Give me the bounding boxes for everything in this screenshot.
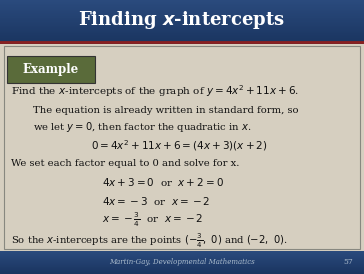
Bar	[0, 10, 364, 11]
Text: Finding $\bfit{x}$-intercepts: Finding $\bfit{x}$-intercepts	[79, 9, 285, 31]
Text: $0 = 4x^2 + 11x + 6 = (4x + 3)(x + 2)$: $0 = 4x^2 + 11x + 6 = (4x + 3)(x + 2)$	[91, 138, 268, 153]
Bar	[0, 31, 364, 32]
Bar	[0, 255, 364, 256]
Bar	[0, 39, 364, 40]
Bar	[0, 36, 364, 37]
Bar	[0, 27, 364, 28]
Bar	[0, 272, 364, 273]
Bar	[0, 29, 364, 30]
Bar	[0, 13, 364, 14]
Text: we let $y = 0$, then factor the quadratic in $x$.: we let $y = 0$, then factor the quadrati…	[33, 120, 252, 134]
Bar	[0, 267, 364, 268]
Bar	[0, 265, 364, 266]
Bar	[0, 4, 364, 5]
Bar	[0, 19, 364, 20]
Bar	[0, 263, 364, 264]
Bar	[0, 24, 364, 25]
Bar	[0, 40, 364, 41]
Text: We set each factor equal to 0 and solve for x.: We set each factor equal to 0 and solve …	[11, 159, 239, 169]
Bar	[0, 28, 364, 29]
Bar	[0, 33, 364, 34]
Bar	[0, 21, 364, 22]
Bar	[0, 1, 364, 2]
Bar	[0, 269, 364, 270]
Bar	[0, 268, 364, 269]
Bar	[0, 37, 364, 38]
Bar	[0, 256, 364, 257]
Bar	[0, 264, 364, 265]
Bar	[0, 26, 364, 27]
Bar	[0, 254, 364, 255]
Bar	[0, 18, 364, 19]
Bar	[0, 260, 364, 261]
Bar	[0, 8, 364, 9]
Bar	[0, 25, 364, 26]
Bar	[0, 266, 364, 267]
Bar	[0, 259, 364, 260]
Bar	[0, 271, 364, 272]
Bar	[0, 30, 364, 31]
Bar	[0, 16, 364, 17]
Text: $4x + 3 = 0$  or  $x + 2 = 0$: $4x + 3 = 0$ or $x + 2 = 0$	[102, 176, 224, 189]
Bar	[0, 11, 364, 12]
Bar	[0, 251, 364, 252]
Bar	[0, 20, 364, 21]
Bar	[0, 7, 364, 8]
Text: 57: 57	[343, 258, 353, 266]
Bar	[0, 32, 364, 33]
Bar	[0, 253, 364, 254]
Bar	[0, 35, 364, 36]
Bar	[0, 0, 364, 1]
Text: Example: Example	[23, 63, 79, 76]
Text: Find the $x$-intercepts of the graph of $y = 4x^2 + 11x + 6$.: Find the $x$-intercepts of the graph of …	[11, 84, 299, 99]
Bar	[0, 6, 364, 7]
Bar	[0, 3, 364, 4]
Bar	[0, 15, 364, 16]
Text: $4x = -3$  or  $x = -2$: $4x = -3$ or $x = -2$	[102, 195, 210, 207]
Bar	[0, 9, 364, 10]
Bar	[0, 14, 364, 15]
Text: The equation is already written in standard form, so: The equation is already written in stand…	[33, 106, 298, 115]
Bar	[0, 12, 364, 13]
Bar	[0, 273, 364, 274]
Bar	[0, 252, 364, 253]
Bar	[0, 5, 364, 6]
Bar	[0, 2, 364, 3]
Bar	[0, 270, 364, 271]
Bar	[0, 34, 364, 35]
Bar	[0, 43, 364, 44]
Bar	[0, 257, 364, 258]
Bar	[0, 17, 364, 18]
Bar	[0, 41, 364, 42]
Bar	[0, 23, 364, 24]
Bar	[0, 261, 364, 262]
Bar	[0, 42, 364, 43]
FancyBboxPatch shape	[7, 56, 95, 83]
Bar	[0, 22, 364, 23]
Text: So the $x$-intercepts are the points $(-\frac{3}{4},\ 0)$ and $(-2,\ 0)$.: So the $x$-intercepts are the points $(-…	[11, 231, 288, 250]
Bar	[0, 258, 364, 259]
Text: Martin-Gay, Developmental Mathematics: Martin-Gay, Developmental Mathematics	[109, 258, 255, 266]
Bar	[0, 38, 364, 39]
Bar	[0, 262, 364, 263]
Text: $x = -\frac{3}{4}$  or  $x = -2$: $x = -\frac{3}{4}$ or $x = -2$	[102, 210, 203, 229]
